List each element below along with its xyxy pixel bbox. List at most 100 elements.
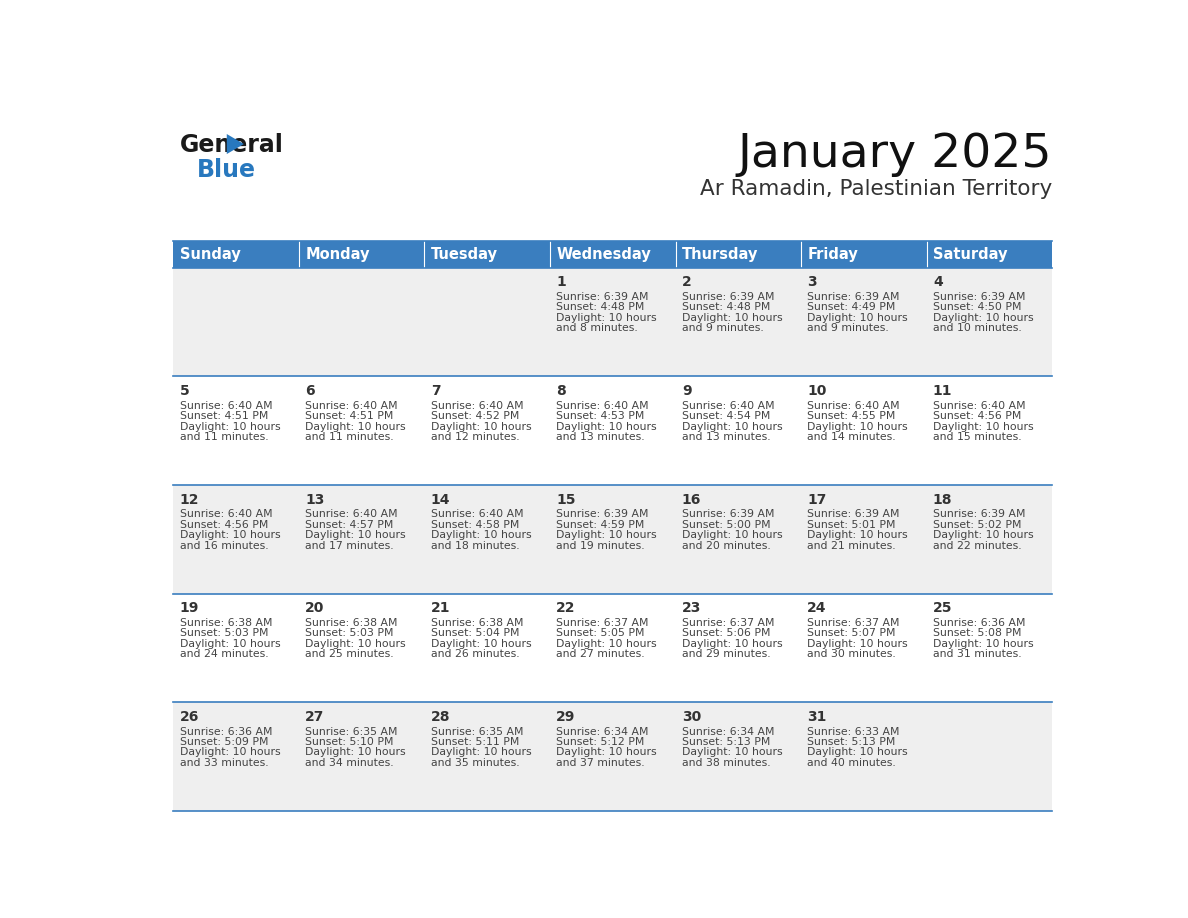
Text: 13: 13 [305,493,324,507]
Text: Sunrise: 6:39 AM: Sunrise: 6:39 AM [933,509,1025,520]
Text: 9: 9 [682,384,691,397]
Bar [676,485,801,594]
Text: 15: 15 [556,493,576,507]
Text: Daylight: 10 hours: Daylight: 10 hours [305,531,406,540]
Text: Daylight: 10 hours: Daylight: 10 hours [933,313,1034,323]
Text: Sunrise: 6:33 AM: Sunrise: 6:33 AM [808,727,899,736]
Text: Sunrise: 6:40 AM: Sunrise: 6:40 AM [556,400,649,410]
Text: and 29 minutes.: and 29 minutes. [682,649,770,659]
Text: 20: 20 [305,601,324,615]
Text: Daylight: 10 hours: Daylight: 10 hours [682,747,783,757]
Bar [801,268,927,376]
Bar [299,485,424,594]
Text: Sunset: 5:05 PM: Sunset: 5:05 PM [556,629,645,638]
Text: Sunrise: 6:40 AM: Sunrise: 6:40 AM [431,509,523,520]
Text: 25: 25 [933,601,953,615]
Text: Sunset: 5:10 PM: Sunset: 5:10 PM [305,737,393,747]
Text: Sunset: 4:53 PM: Sunset: 4:53 PM [556,411,645,421]
Text: Sunrise: 6:39 AM: Sunrise: 6:39 AM [682,292,775,302]
Text: and 11 minutes.: and 11 minutes. [179,432,268,442]
Text: General: General [179,133,284,157]
Text: Daylight: 10 hours: Daylight: 10 hours [682,531,783,540]
Bar [299,268,424,376]
Text: Sunset: 5:08 PM: Sunset: 5:08 PM [933,629,1022,638]
Text: Sunset: 5:00 PM: Sunset: 5:00 PM [682,520,770,530]
Text: and 38 minutes.: and 38 minutes. [682,758,770,768]
Text: and 24 minutes.: and 24 minutes. [179,649,268,659]
Text: Sunset: 4:49 PM: Sunset: 4:49 PM [808,302,896,312]
Text: 29: 29 [556,710,576,723]
Text: Sunset: 4:48 PM: Sunset: 4:48 PM [682,302,770,312]
Text: Sunset: 5:07 PM: Sunset: 5:07 PM [808,629,896,638]
Text: Sunset: 4:48 PM: Sunset: 4:48 PM [556,302,645,312]
Text: and 16 minutes.: and 16 minutes. [179,541,268,551]
Text: and 13 minutes.: and 13 minutes. [682,432,770,442]
Text: 18: 18 [933,493,953,507]
Text: Sunset: 5:13 PM: Sunset: 5:13 PM [808,737,896,747]
Text: Sunset: 4:52 PM: Sunset: 4:52 PM [431,411,519,421]
Bar [173,268,299,376]
Text: 7: 7 [431,384,441,397]
Text: Sunrise: 6:40 AM: Sunrise: 6:40 AM [305,400,398,410]
Text: Thursday: Thursday [682,247,758,262]
Bar [676,594,801,702]
Bar [424,376,550,485]
Bar [550,268,676,376]
Bar [173,376,299,485]
Text: 12: 12 [179,493,200,507]
Text: Sunset: 4:51 PM: Sunset: 4:51 PM [179,411,268,421]
Text: Sunset: 4:50 PM: Sunset: 4:50 PM [933,302,1022,312]
Text: Daylight: 10 hours: Daylight: 10 hours [179,421,280,431]
Text: and 14 minutes.: and 14 minutes. [808,432,896,442]
Text: Sunset: 5:03 PM: Sunset: 5:03 PM [305,629,393,638]
Bar [550,241,676,268]
Text: Sunrise: 6:37 AM: Sunrise: 6:37 AM [682,618,775,628]
Text: Sunset: 4:57 PM: Sunset: 4:57 PM [305,520,393,530]
Text: Daylight: 10 hours: Daylight: 10 hours [933,531,1034,540]
Text: and 21 minutes.: and 21 minutes. [808,541,896,551]
Bar [927,485,1053,594]
Bar [676,268,801,376]
Bar [801,702,927,811]
Text: Sunset: 5:13 PM: Sunset: 5:13 PM [682,737,770,747]
Text: Daylight: 10 hours: Daylight: 10 hours [305,639,406,649]
Text: Daylight: 10 hours: Daylight: 10 hours [808,531,908,540]
Text: and 31 minutes.: and 31 minutes. [933,649,1022,659]
Text: Sunrise: 6:40 AM: Sunrise: 6:40 AM [682,400,775,410]
Text: Daylight: 10 hours: Daylight: 10 hours [808,313,908,323]
Text: Sunrise: 6:39 AM: Sunrise: 6:39 AM [808,509,899,520]
Text: Daylight: 10 hours: Daylight: 10 hours [179,639,280,649]
Text: and 20 minutes.: and 20 minutes. [682,541,771,551]
Text: Sunrise: 6:40 AM: Sunrise: 6:40 AM [431,400,523,410]
Text: Ar Ramadin, Palestinian Territory: Ar Ramadin, Palestinian Territory [700,179,1053,199]
Text: and 13 minutes.: and 13 minutes. [556,432,645,442]
Text: Daylight: 10 hours: Daylight: 10 hours [431,421,531,431]
Text: and 9 minutes.: and 9 minutes. [808,323,889,333]
Text: Sunrise: 6:40 AM: Sunrise: 6:40 AM [179,400,272,410]
Text: Daylight: 10 hours: Daylight: 10 hours [808,747,908,757]
Bar [550,702,676,811]
Text: Sunrise: 6:40 AM: Sunrise: 6:40 AM [933,400,1025,410]
Text: Sunrise: 6:40 AM: Sunrise: 6:40 AM [808,400,901,410]
Text: 26: 26 [179,710,198,723]
Text: Daylight: 10 hours: Daylight: 10 hours [933,639,1034,649]
Bar [927,268,1053,376]
Bar [550,376,676,485]
Text: Daylight: 10 hours: Daylight: 10 hours [808,421,908,431]
Text: and 8 minutes.: and 8 minutes. [556,323,638,333]
Text: Daylight: 10 hours: Daylight: 10 hours [556,531,657,540]
Text: Sunrise: 6:39 AM: Sunrise: 6:39 AM [808,292,899,302]
Bar [550,485,676,594]
Text: 16: 16 [682,493,701,507]
Bar [424,594,550,702]
Text: Sunrise: 6:38 AM: Sunrise: 6:38 AM [305,618,398,628]
Text: and 26 minutes.: and 26 minutes. [431,649,519,659]
Text: Sunday: Sunday [179,247,240,262]
Text: and 33 minutes.: and 33 minutes. [179,758,268,768]
Text: Sunrise: 6:39 AM: Sunrise: 6:39 AM [556,509,649,520]
Bar [299,241,424,268]
Text: Daylight: 10 hours: Daylight: 10 hours [682,639,783,649]
Text: January 2025: January 2025 [738,131,1053,177]
Text: 10: 10 [808,384,827,397]
Text: and 22 minutes.: and 22 minutes. [933,541,1022,551]
